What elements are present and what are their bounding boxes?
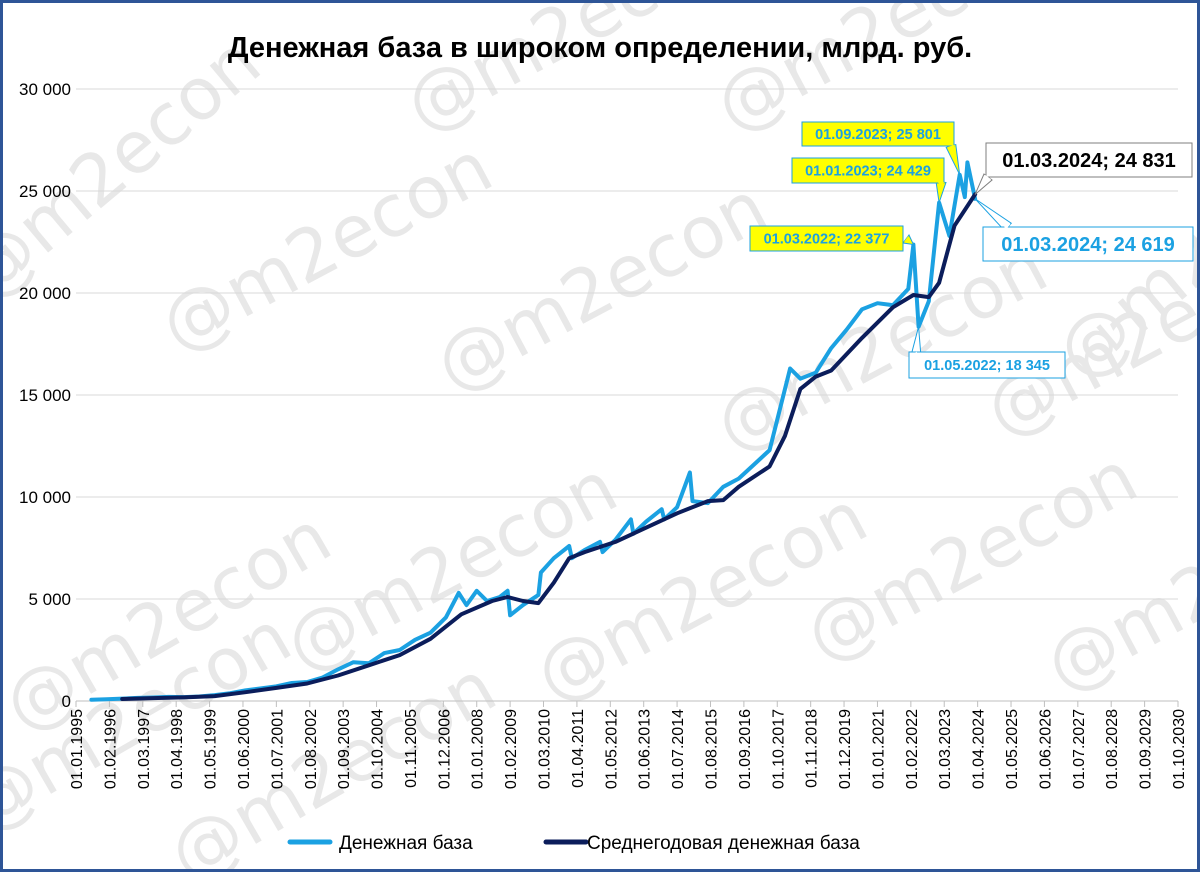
callout-pointer (945, 143, 961, 175)
watermark-text: @m2econ (392, 3, 751, 148)
x-tick-label: 01.09.2003 (336, 709, 353, 789)
x-tick-label: 01.05.2012 (603, 709, 620, 789)
x-tick-label: 01.07.2014 (670, 709, 687, 789)
x-tick-label: 01.01.2008 (470, 709, 487, 789)
x-tick-label: 01.06.2026 (1037, 709, 1054, 789)
x-tick-label: 01.09.2029 (1138, 709, 1155, 789)
x-tick-label: 01.12.2019 (837, 709, 854, 789)
x-axis: 01.01.1995 01.02.1996 01.03.1997 01.04.1998… (69, 700, 1188, 789)
legend-label: Денежная база (339, 833, 473, 854)
series-layer (89, 160, 978, 702)
y-tick-label: 10 000 (19, 488, 71, 507)
callout-pointer-seam (903, 235, 909, 243)
callout-pointer-seam (947, 144, 955, 151)
x-tick-label: 01.08.2002 (303, 709, 320, 789)
y-tick-label: 25 000 (19, 182, 71, 201)
callout-box (801, 121, 955, 147)
callout-box (791, 157, 945, 184)
callout-pointer (902, 234, 915, 246)
x-tick-label: 01.12.2006 (436, 709, 453, 789)
callout-label: 01.01.2023; 24 429 (805, 164, 931, 180)
callout-pointer-seam (937, 181, 945, 186)
y-axis-tick-labels: 0 5 000 10 000 15 000 20 000 25 000 30 000 (19, 80, 71, 711)
y-tick-label: 20 000 (19, 284, 71, 303)
x-tick-label: 01.07.2027 (1071, 709, 1088, 789)
x-tick-label: 01.04.1998 (169, 709, 186, 789)
legend: Денежная база Среднегодовая денежная база (287, 833, 860, 854)
callout-box (908, 351, 1066, 379)
callout-label: 01.03.2024; 24 831 (1002, 150, 1176, 172)
callout-pointer-seam (912, 351, 920, 357)
annotation-layer: 01.09.2023; 25 801 01.01.2023; 24 429 01.0… (749, 121, 1194, 379)
x-tick-label: 01.03.2023 (937, 709, 954, 789)
x-tick-label: 01.01.2021 (870, 709, 887, 789)
x-tick-label: 01.03.1997 (136, 709, 153, 789)
y-tick-label: 5 000 (28, 590, 71, 609)
callout-label: 01.03.2022; 22 377 (764, 232, 890, 248)
x-tick-label: 01.03.2010 (537, 709, 554, 789)
x-tick-label: 01.11.2005 (403, 709, 420, 788)
callout-label: 01.09.2023; 25 801 (815, 127, 941, 143)
x-tick-label: 01.10.2017 (770, 709, 787, 789)
callout-box (985, 142, 1193, 178)
x-tick-label: 01.10.2030 (1171, 709, 1188, 789)
callout-pointer-seam (984, 174, 992, 180)
chart-title: Денежная база в широком определении, млр… (228, 32, 972, 64)
x-tick-label: 01.06.2013 (637, 709, 654, 789)
chart: @m2econ@m2econ@m2econ@m2econ@m2econ@m2ec… (3, 3, 1197, 869)
x-tick-label: 01.02.2022 (904, 709, 921, 789)
callout-label: 01.03.2024; 24 619 (1001, 234, 1175, 256)
x-tick-label: 01.01.1995 (69, 709, 86, 789)
x-tick-label: 01.05.2025 (1004, 709, 1021, 789)
series-line-average-money-base (120, 192, 978, 701)
x-tick-label: 01.11.2018 (804, 709, 821, 788)
legend-label: Среднегодовая денежная база (587, 833, 860, 854)
x-tick-label: 01.09.2016 (737, 709, 754, 789)
callout-label: 01.05.2022; 18 345 (924, 358, 1050, 374)
x-tick-label: 01.02.2009 (503, 709, 520, 789)
x-tick-label: 01.08.2028 (1104, 709, 1121, 789)
callout-box (982, 226, 1194, 262)
x-tick-label: 01.08.2015 (703, 709, 720, 789)
x-tick-label: 01.02.1996 (102, 709, 119, 789)
x-tick-label: 01.04.2011 (570, 709, 587, 788)
y-tick-label: 15 000 (19, 386, 71, 405)
x-tick-label: 01.07.2001 (269, 709, 286, 789)
callout-box (749, 225, 904, 252)
x-tick-label: 01.10.2004 (370, 709, 387, 789)
x-tick-label: 01.05.1999 (203, 709, 220, 789)
y-tick-label: 0 (62, 692, 71, 711)
y-tick-label: 30 000 (19, 80, 71, 99)
x-tick-label: 01.06.2000 (236, 709, 253, 789)
x-tick-label: 01.04.2024 (971, 709, 988, 789)
callout-pointer-seam (1003, 222, 1011, 231)
